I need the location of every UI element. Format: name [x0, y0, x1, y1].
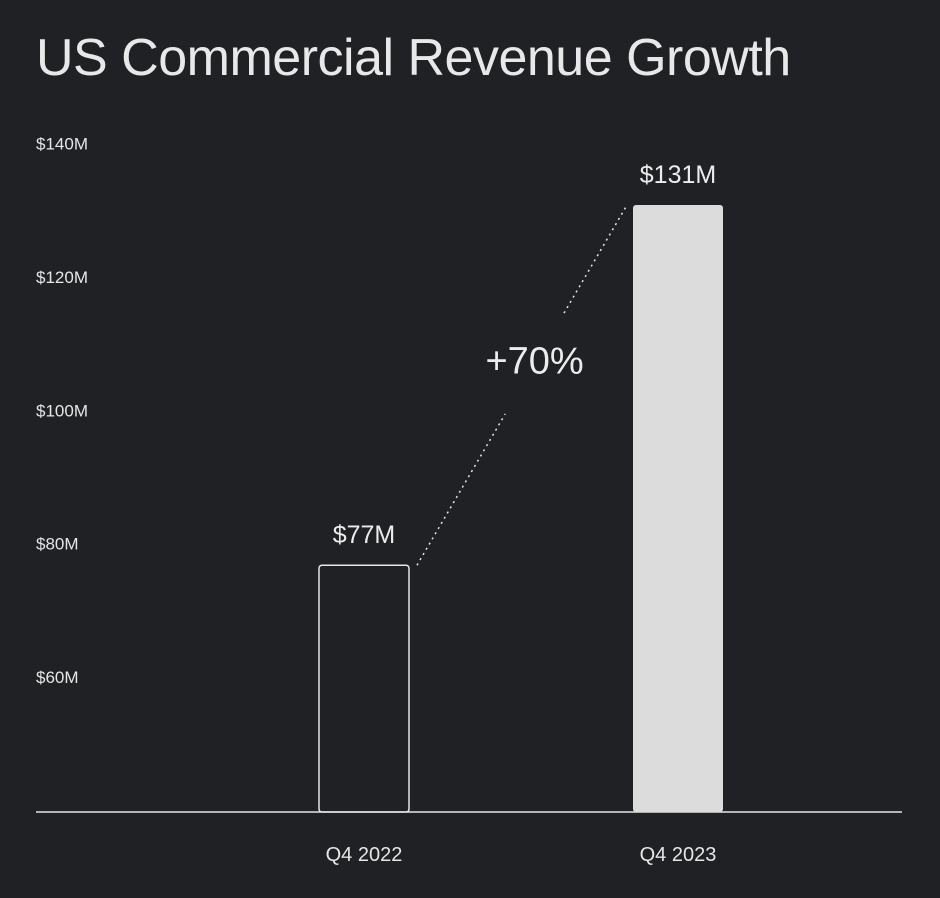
x-tick-label: Q4 2023 — [640, 844, 717, 866]
y-tick-label: $120M — [36, 268, 88, 287]
chart-title: US Commercial Revenue Growth — [36, 29, 791, 87]
data-label: $131M — [640, 161, 716, 189]
data-label: $77M — [333, 521, 396, 549]
growth-connector-upper — [563, 204, 628, 314]
y-tick-label: $140M — [36, 134, 88, 153]
x-tick-label: Q4 2022 — [326, 844, 403, 866]
bar-q4-2022 — [318, 564, 410, 813]
y-tick-label: $60M — [36, 668, 79, 687]
bar-q4-2023 — [633, 205, 723, 812]
growth-annotation: +70% — [485, 341, 583, 383]
y-tick-label: $100M — [36, 401, 88, 420]
y-tick-label: $80M — [36, 535, 79, 554]
growth-connector-lower — [416, 413, 506, 566]
